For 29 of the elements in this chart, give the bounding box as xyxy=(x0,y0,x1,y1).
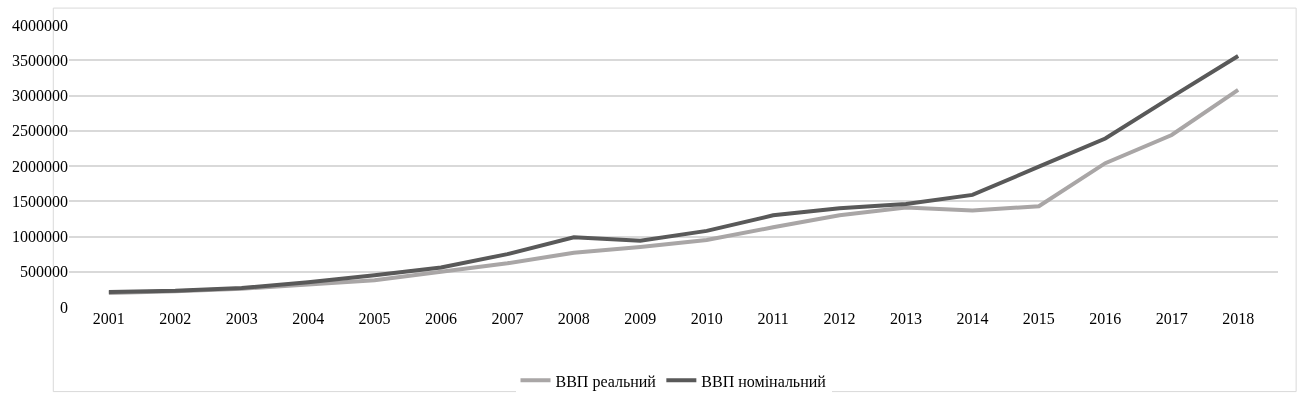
x-tick-label: 2011 xyxy=(757,310,789,327)
x-tick-label: 2002 xyxy=(159,310,192,327)
x-tick-label: 2012 xyxy=(823,310,856,327)
y-tick-label: 3500000 xyxy=(12,51,68,69)
x-tick-label: 2018 xyxy=(1222,310,1255,327)
x-tick-label: 2010 xyxy=(690,310,723,327)
x-tick-label: 2013 xyxy=(890,310,922,327)
y-tick-label: 2000000 xyxy=(12,157,68,175)
y-tick-label: 1000000 xyxy=(12,228,68,246)
x-tick-label: 2009 xyxy=(624,310,657,327)
y-tick-label: 3000000 xyxy=(12,87,68,105)
x-tick-label: 2015 xyxy=(1022,310,1055,327)
x-tick-label: 2017 xyxy=(1155,310,1188,327)
x-tick-label: 2001 xyxy=(92,310,125,327)
y-tick-label: 2500000 xyxy=(12,122,68,140)
x-tick-label: 2003 xyxy=(225,310,258,327)
x-tick-label: 2007 xyxy=(491,310,524,327)
legend-label: ВВП реальний xyxy=(555,372,657,391)
x-tick-label: 2008 xyxy=(557,310,590,327)
y-tick-label: 4000000 xyxy=(12,16,68,34)
legend-label: ВВП номінальний xyxy=(701,372,827,390)
y-tick-label: 500000 xyxy=(20,263,68,281)
y-tick-label: 1500000 xyxy=(12,192,68,210)
x-tick-label: 2014 xyxy=(956,310,989,327)
x-tick-label: 2005 xyxy=(358,310,391,327)
y-tick-label: 0 xyxy=(60,298,68,316)
x-tick-label: 2016 xyxy=(1089,310,1122,327)
x-tick-label: 2004 xyxy=(292,310,325,327)
x-tick-label: 2006 xyxy=(425,310,457,327)
